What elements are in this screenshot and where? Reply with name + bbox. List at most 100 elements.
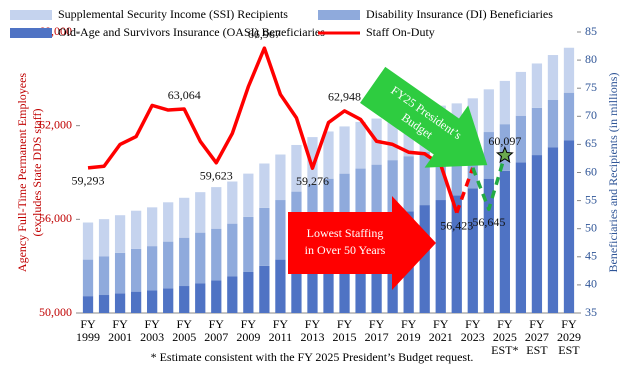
data-label: 56,645 [472, 215, 505, 229]
bar-segment [82, 259, 94, 297]
legend-swatch [10, 28, 52, 38]
x-tick-label: FY 2003 [140, 317, 164, 344]
legend-label: Old-Age and Survivors Insurance (OASI) B… [58, 25, 325, 39]
x-tick-label-line: FY [305, 317, 321, 331]
x-tick-label-line: 2011 [269, 330, 293, 344]
x-tick-label-line: 2027 [525, 330, 549, 344]
bar-segment [227, 276, 238, 313]
x-tick-label-line: EST [558, 343, 580, 357]
x-tick-label-line: 2013 [300, 330, 324, 344]
data-label: 62,948 [328, 90, 361, 104]
legend-label: Staff On-Duty [366, 25, 435, 39]
bar-segment [339, 126, 350, 174]
bar-segment [211, 228, 222, 281]
bar-segment [307, 137, 318, 185]
bar-segment [515, 71, 527, 116]
bar-segment [307, 246, 318, 313]
data-label: 63,064 [168, 88, 201, 102]
x-tick-label: FY 2013 [300, 317, 324, 344]
bar-segment [547, 147, 559, 313]
bar-segment [323, 178, 334, 241]
bar-segment [82, 296, 94, 313]
data-label: 59,276 [296, 174, 329, 188]
y2-tick-label: 55 [585, 192, 597, 206]
bar-segment [227, 223, 238, 277]
legend-swatch [10, 10, 52, 20]
bar-segment [275, 259, 286, 313]
bar-segment [259, 207, 270, 266]
estimate-star [495, 146, 514, 163]
y2-tick-label: 75 [585, 80, 597, 94]
bar-segment [435, 200, 446, 313]
x-tick-label: FY 2021 [429, 317, 453, 344]
annotation: Lowest Staffing in Over 50 Years [305, 226, 386, 257]
bar-segment [531, 155, 543, 313]
bar-segment [179, 286, 190, 313]
bar-segment [419, 151, 430, 206]
x-tick-label-line: FY [144, 317, 160, 331]
bar-segment [130, 291, 142, 313]
bar-segment [195, 232, 206, 284]
bar-segment [275, 154, 286, 201]
x-tick-label-line: FY [337, 317, 353, 331]
y-tick-label: 56,000 [39, 211, 72, 225]
bar-segment [339, 173, 350, 235]
bar-segment [179, 237, 190, 287]
bar-segment [130, 248, 142, 292]
bar-segment [371, 164, 382, 224]
bar-segment [98, 295, 110, 313]
bar-segment [387, 114, 398, 161]
y2-tick-label: 70 [585, 108, 597, 122]
bar-segment [259, 163, 270, 208]
bar-segment [323, 240, 334, 313]
bar-segment [467, 98, 478, 141]
x-tick-label-line: FY [465, 317, 481, 331]
bar-segment [435, 148, 446, 201]
x-tick-label-line: FY [561, 317, 577, 331]
data-label: 59,293 [72, 174, 105, 188]
x-tick-label-line: 2019 [397, 330, 421, 344]
y2-tick-label: 65 [585, 136, 597, 150]
y2-axis-title: Beneficiaries and Recipients (in million… [606, 73, 620, 273]
bar-segment [563, 92, 575, 141]
bar-segment [211, 187, 222, 229]
bar-segment [275, 200, 286, 260]
bar-segment [163, 202, 174, 242]
x-tick-label: FY 1999 [76, 317, 100, 344]
x-tick-label-line: 2021 [429, 330, 453, 344]
x-tick-label-line: 2005 [172, 330, 196, 344]
y2-tick-label: 80 [585, 52, 597, 66]
x-tick-label: FY 2025 EST* [491, 317, 518, 357]
y2-tick-label: 60 [585, 164, 597, 178]
x-tick-label: FY 2027 EST [525, 317, 549, 357]
bar-segment [114, 252, 126, 294]
x-tick-label-line: EST* [491, 343, 518, 357]
bar-segment [467, 188, 478, 313]
bar-segment [147, 207, 158, 247]
bar-segment [451, 145, 462, 196]
bar-segment [147, 290, 158, 313]
bar-segment [387, 160, 398, 218]
bar-segment [243, 271, 254, 313]
green-arrow [360, 66, 488, 168]
bar-segment [179, 197, 190, 238]
x-tick-label: FY 2001 [108, 317, 132, 344]
x-tick-label-line: EST [526, 343, 548, 357]
legend-label: Supplemental Security Income (SSI) Recip… [58, 7, 288, 21]
bar-segment [563, 47, 575, 93]
data-label: 60,097 [488, 134, 521, 148]
bar-segment [243, 216, 254, 272]
bar-segment [291, 252, 302, 313]
legend-swatch [318, 10, 360, 20]
x-tick-label-line: 2001 [108, 330, 132, 344]
bar-segment [547, 100, 559, 148]
bar-segment [98, 256, 110, 296]
bar-segment [195, 192, 206, 233]
y-tick-label: 62,000 [39, 117, 72, 131]
bar-segment [547, 55, 559, 101]
x-tick-label-line: FY [433, 317, 449, 331]
bar-segment [114, 215, 126, 253]
x-tick-label-line: 2003 [140, 330, 164, 344]
x-tick-label-line: 1999 [76, 330, 100, 344]
